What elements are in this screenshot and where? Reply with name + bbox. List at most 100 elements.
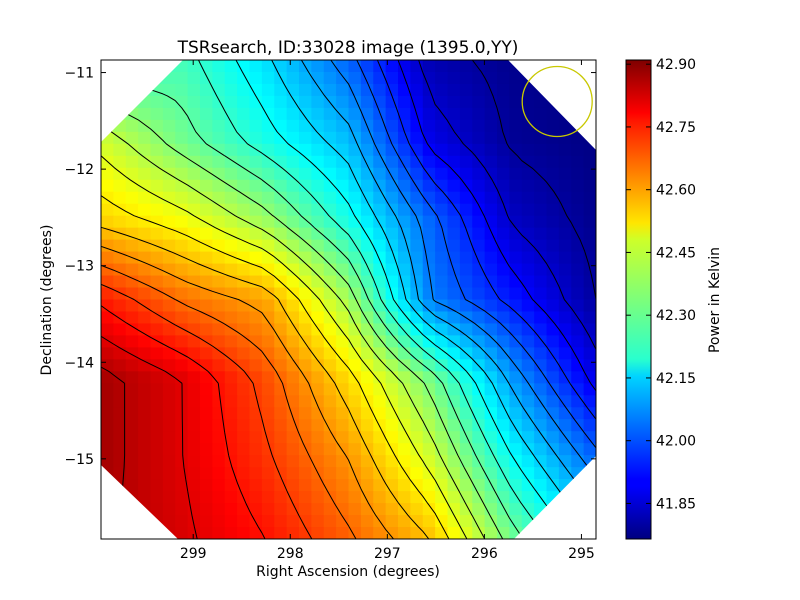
heatmap-cell <box>373 479 387 492</box>
heatmap-cell <box>472 347 486 360</box>
heatmap-cell <box>534 419 548 432</box>
heatmap-cell <box>373 371 387 384</box>
heatmap-cell <box>410 179 424 193</box>
heatmap-cell <box>459 191 473 205</box>
heatmap-cell <box>410 60 424 73</box>
heatmap-cell <box>558 167 572 181</box>
heatmap-cell <box>261 71 275 85</box>
heatmap-cell <box>237 515 251 528</box>
heatmap-cell <box>224 407 238 420</box>
heatmap-cell <box>336 515 350 528</box>
heatmap-cell <box>459 251 473 265</box>
heatmap-cell <box>534 287 548 301</box>
heatmap-cell <box>459 227 473 241</box>
masked-corner-bottom-right <box>514 456 596 539</box>
heatmap-cell <box>398 323 411 337</box>
heatmap-cell <box>237 335 251 348</box>
heatmap-cell <box>447 155 461 169</box>
heatmap-cell <box>546 287 560 301</box>
contour-line <box>418 60 596 350</box>
heatmap-cell <box>125 323 139 337</box>
heatmap-cell <box>138 443 152 456</box>
heatmap-cell <box>249 371 263 384</box>
heatmap-cell <box>274 83 288 97</box>
heatmap-cell <box>224 143 238 157</box>
heatmap-cell <box>311 131 325 145</box>
heatmap-cell <box>360 383 374 396</box>
heatmap-cell <box>187 179 201 193</box>
heatmap-cell <box>212 179 226 193</box>
heatmap-cell <box>398 239 411 253</box>
heatmap-cell <box>323 179 337 193</box>
heatmap-cell <box>187 227 201 241</box>
heatmap-cell <box>261 167 275 181</box>
heatmap-cell <box>323 419 337 432</box>
heatmap-cell <box>472 227 486 241</box>
heatmap-cell <box>299 275 312 289</box>
heatmap-cell <box>373 203 387 217</box>
heatmap-cell <box>459 203 473 217</box>
heatmap-cell <box>546 419 560 432</box>
heatmap-cell <box>509 71 523 85</box>
heatmap-cell <box>162 263 176 277</box>
heatmap-cell <box>472 311 486 325</box>
heatmap-cell <box>249 431 263 444</box>
heatmap-cell <box>336 203 350 217</box>
heatmap-cell <box>237 71 251 85</box>
heatmap-cell <box>546 431 560 444</box>
heatmap-cell <box>410 323 424 337</box>
heatmap-cell <box>336 227 350 241</box>
heatmap-cell <box>435 455 449 468</box>
heatmap-cell <box>558 335 572 348</box>
heatmap-cell <box>150 419 164 432</box>
heatmap-cell <box>410 503 424 516</box>
heatmap-cell <box>249 479 263 492</box>
heatmap-cell <box>583 299 596 313</box>
heatmap-cell <box>150 371 164 384</box>
heatmap-cell <box>212 299 226 313</box>
heatmap-cell <box>323 299 337 313</box>
heatmap-cell <box>583 227 596 241</box>
heatmap-cell <box>447 215 461 229</box>
contour-line <box>376 60 596 420</box>
heatmap-cell <box>410 215 424 229</box>
heatmap-cell <box>101 443 114 456</box>
heatmap-cell <box>435 407 449 420</box>
heatmap-cell <box>459 287 473 301</box>
heatmap-cell <box>410 119 424 133</box>
heatmap-cell <box>360 251 374 265</box>
heatmap-cell <box>348 311 362 325</box>
heatmap-cell <box>336 251 350 265</box>
heatmap-cell <box>435 227 449 241</box>
heatmap-cell <box>175 83 189 97</box>
heatmap-cell <box>583 215 596 229</box>
heatmap-cell <box>311 71 325 85</box>
heatmap-cell <box>459 83 473 97</box>
heatmap-cell <box>224 395 238 408</box>
heatmap-cell <box>237 443 251 456</box>
heatmap-cell <box>212 335 226 348</box>
heatmap-cell <box>447 167 461 181</box>
heatmap-cell <box>534 167 548 181</box>
x-tick-label: 296 <box>471 546 498 562</box>
heatmap-cell <box>299 383 312 396</box>
heatmap-cell <box>286 215 300 229</box>
heatmap-cell <box>348 515 362 528</box>
heatmap-cell <box>558 467 572 480</box>
heatmap-cell <box>385 407 399 420</box>
heatmap-cell <box>261 431 275 444</box>
heatmap-cell <box>422 227 436 241</box>
heatmap-cell <box>459 71 473 85</box>
heatmap-cell <box>286 419 300 432</box>
heatmap-cell <box>212 95 226 109</box>
heatmap-cell <box>521 287 535 301</box>
heatmap-cell <box>162 431 176 444</box>
heatmap-cell <box>472 467 486 480</box>
heatmap-layer <box>101 60 596 539</box>
heatmap-cell <box>422 275 436 289</box>
heatmap-cell <box>175 71 189 85</box>
heatmap-cell <box>311 479 325 492</box>
heatmap-cell <box>237 467 251 480</box>
heatmap-cell <box>534 275 548 289</box>
heatmap-cell <box>336 407 350 420</box>
